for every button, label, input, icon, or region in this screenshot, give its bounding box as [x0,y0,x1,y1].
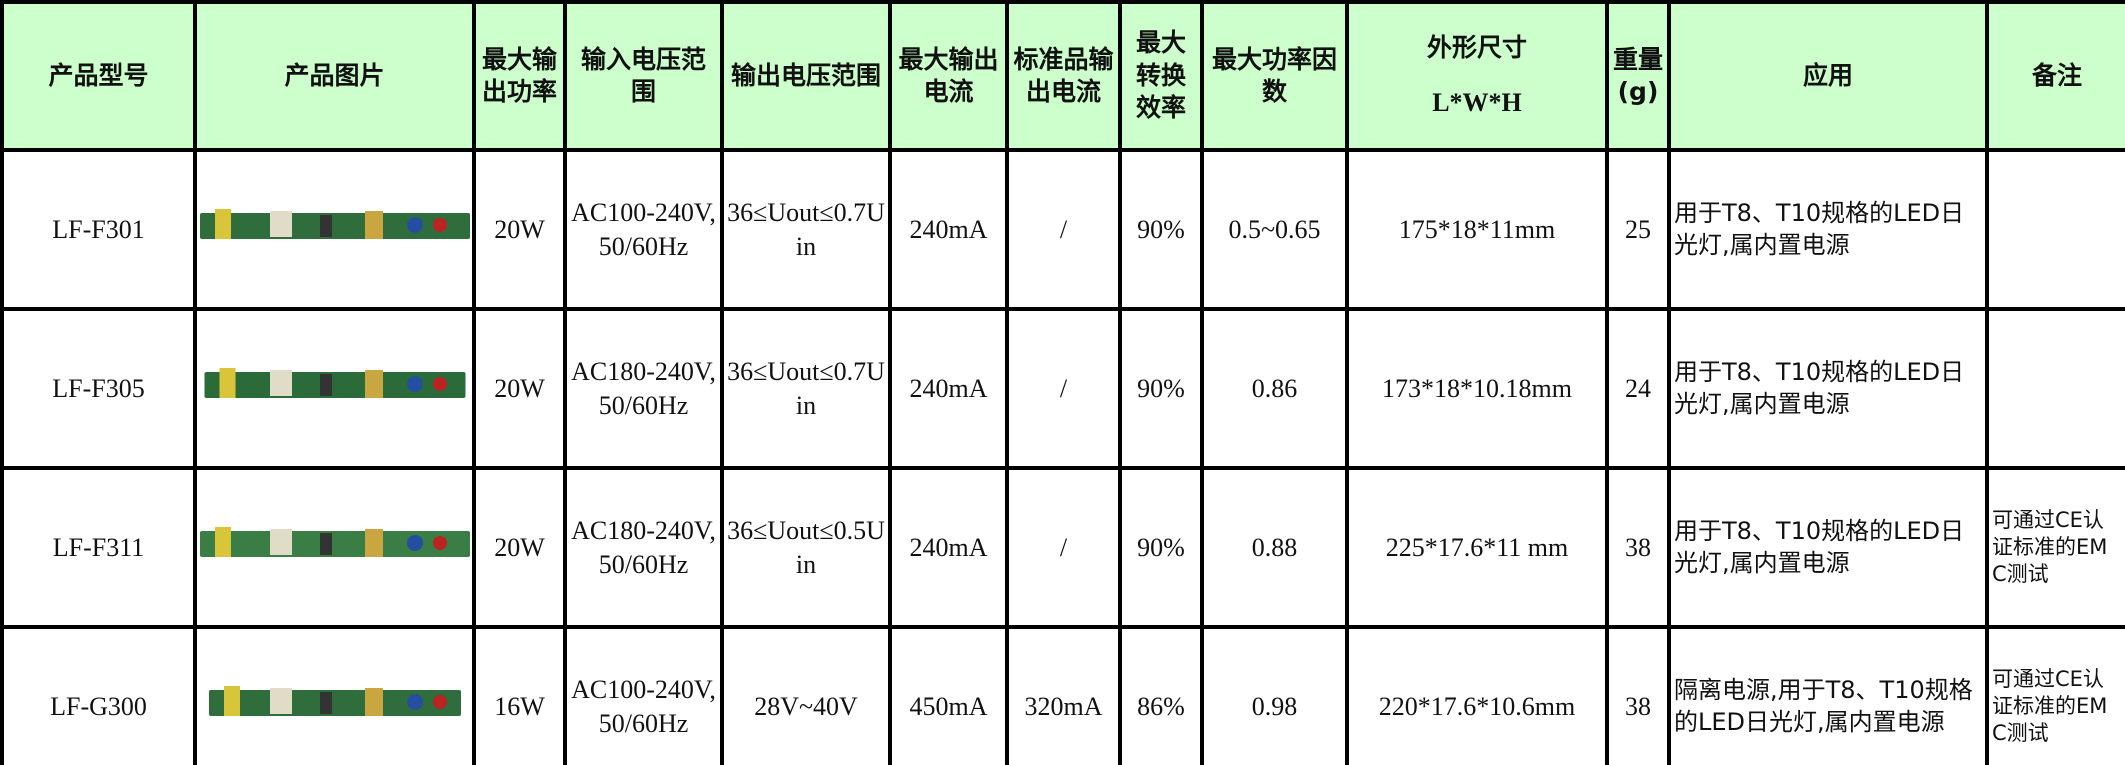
cell-note [1985,148,2125,311]
cell-model: LF-F301 [0,148,197,311]
cell-model: LF-G300 [0,625,197,765]
cell-standard: / [1005,148,1122,311]
cell-size: 220*17.6*10.6mm [1345,625,1609,765]
cell-pf: 0.88 [1200,466,1349,629]
row: LF-G300 16W AC100-240V,50/60Hz 28V~40V 450m… [0,625,2125,765]
cell-model: LF-F305 [0,307,197,470]
cell-efficiency: 86% [1118,625,1204,765]
cell-power: 16W [472,625,567,765]
cell-input: AC180-240V,50/60Hz [563,466,724,629]
cell-current: 240mA [888,307,1009,470]
product-image [204,368,466,399]
cell-pf: 0.98 [1200,625,1349,765]
cell-power: 20W [472,466,567,629]
cell-output: 36≤Uout≤0.7Uin [720,307,892,470]
cell-size: 175*18*11mm [1345,148,1609,311]
cell-weight: 24 [1605,307,1671,470]
product-image [200,527,470,558]
cell-efficiency: 90% [1118,466,1204,629]
header-cell: 备注 [1985,0,2125,152]
row: LF-F311 20W AC180-240V,50/60Hz 36≤Uout≤0.5… [0,466,2125,629]
image-cell [193,148,476,311]
cell-application: 隔离电源,用于T8、T10规格的LED日光灯,属内置电源 [1667,625,1989,765]
cell-standard: / [1005,307,1122,470]
cell-efficiency: 90% [1118,307,1204,470]
cell-current: 450mA [888,625,1009,765]
cell-output: 36≤Uout≤0.5Uin [720,466,892,629]
header-cell: 重量(g) [1605,0,1671,152]
cell-current: 240mA [888,466,1009,629]
cell-pf: 0.86 [1200,307,1349,470]
cell-pf: 0.5~0.65 [1200,148,1349,311]
row: LF-F301 20W AC100-240V,50/60Hz 36≤Uout≤0.7… [0,148,2125,311]
header-sub: L*W*H [1432,88,1522,118]
header-cell: 最大功率因数 [1200,0,1349,152]
cell-output: 28V~40V [720,625,892,765]
cell-input: AC180-240V,50/60Hz [563,307,724,470]
cell-weight: 38 [1605,466,1671,629]
header-text: 外形尺寸 [1426,32,1527,62]
header-cell: 外形尺寸 L*W*H [1345,0,1609,152]
header-cell: 输出电压范围 [720,0,892,152]
image-cell [193,307,476,470]
header-cell: 最大输出功率 [472,0,567,152]
cell-input: AC100-240V,50/60Hz [563,625,724,765]
header-cell: 标准品输出电流 [1005,0,1122,152]
cell-application: 用于T8、T10规格的LED日光灯,属内置电源 [1667,148,1989,311]
header-cell: 产品图片 [193,0,476,152]
row: LF-F305 20W AC180-240V,50/60Hz 36≤Uout≤0.7… [0,307,2125,470]
header-cell: 应用 [1667,0,1989,152]
cell-model: LF-F311 [0,466,197,629]
cell-standard: / [1005,466,1122,629]
header-row: 产品型号 产品图片 最大输出功率 输入电压范围 输出电压范围 最大输出电流 标准品输出电流最… [0,0,2125,152]
cell-power: 20W [472,148,567,311]
cell-size: 225*17.6*11 mm [1345,466,1609,629]
image-cell [193,625,476,765]
cell-size: 173*18*10.18mm [1345,307,1609,470]
header-cell: 产品型号 [0,0,197,152]
cell-weight: 25 [1605,148,1671,311]
header-cell: 输入电压范围 [563,0,724,152]
cell-output: 36≤Uout≤0.7Uin [720,148,892,311]
product-image [209,686,461,717]
cell-weight: 38 [1605,625,1671,765]
product-image [200,209,470,240]
cell-power: 20W [472,307,567,470]
cell-application: 用于T8、T10规格的LED日光灯,属内置电源 [1667,466,1989,629]
cell-note [1985,307,2125,470]
header-cell: 最大输出电流 [888,0,1009,152]
image-cell [193,466,476,629]
cell-application: 用于T8、T10规格的LED日光灯,属内置电源 [1667,307,1989,470]
cell-standard: 320mA [1005,625,1122,765]
cell-input: AC100-240V,50/60Hz [563,148,724,311]
header-cell: 最大转换效率 [1118,0,1204,152]
cell-current: 240mA [888,148,1009,311]
cell-efficiency: 90% [1118,148,1204,311]
cell-note: 可通过CE认证标准的EMC测试 [1985,466,2125,629]
cell-note: 可通过CE认证标准的EMC测试 [1985,625,2125,765]
